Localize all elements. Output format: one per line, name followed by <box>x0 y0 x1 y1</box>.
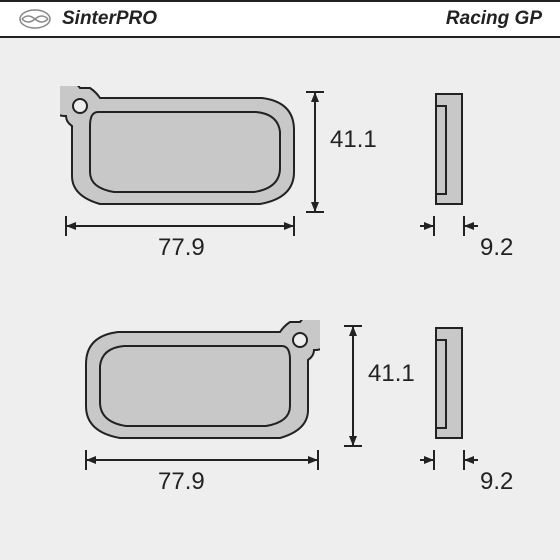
dim-height-2-line <box>344 324 364 450</box>
brake-pad-1-front <box>60 86 320 216</box>
brake-pad-1 <box>60 86 320 221</box>
dim-width-1-line <box>64 216 298 238</box>
brake-pad-2 <box>60 320 320 455</box>
dim-width-2: 77.9 <box>158 468 205 496</box>
dim-height-1-line <box>306 90 326 216</box>
brake-pad-2-side <box>432 324 474 454</box>
brand-logo-icon <box>18 8 52 30</box>
product-variant: Racing GP <box>446 8 542 30</box>
header-bar: SinterPRO Racing GP <box>0 0 560 38</box>
brand-name: SinterPRO <box>62 8 157 30</box>
dim-thick-2: 9.2 <box>480 468 513 496</box>
dim-height-1: 41.1 <box>330 126 377 154</box>
dim-thick-1-line <box>420 216 480 238</box>
brand: SinterPRO <box>18 8 157 30</box>
dim-height-2: 41.1 <box>368 360 415 388</box>
brand-name-2: PRO <box>116 8 157 29</box>
dim-width-2-line <box>64 450 322 472</box>
dim-width-1: 77.9 <box>158 234 205 262</box>
brake-pad-1-side <box>432 90 474 220</box>
diagram-area: 41.1 77.9 9.2 41.1 <box>0 38 560 560</box>
brake-pad-2-front <box>60 320 320 450</box>
brand-name-1: Sinter <box>62 8 116 29</box>
dim-thick-2-line <box>420 450 480 472</box>
dim-thick-1: 9.2 <box>480 234 513 262</box>
